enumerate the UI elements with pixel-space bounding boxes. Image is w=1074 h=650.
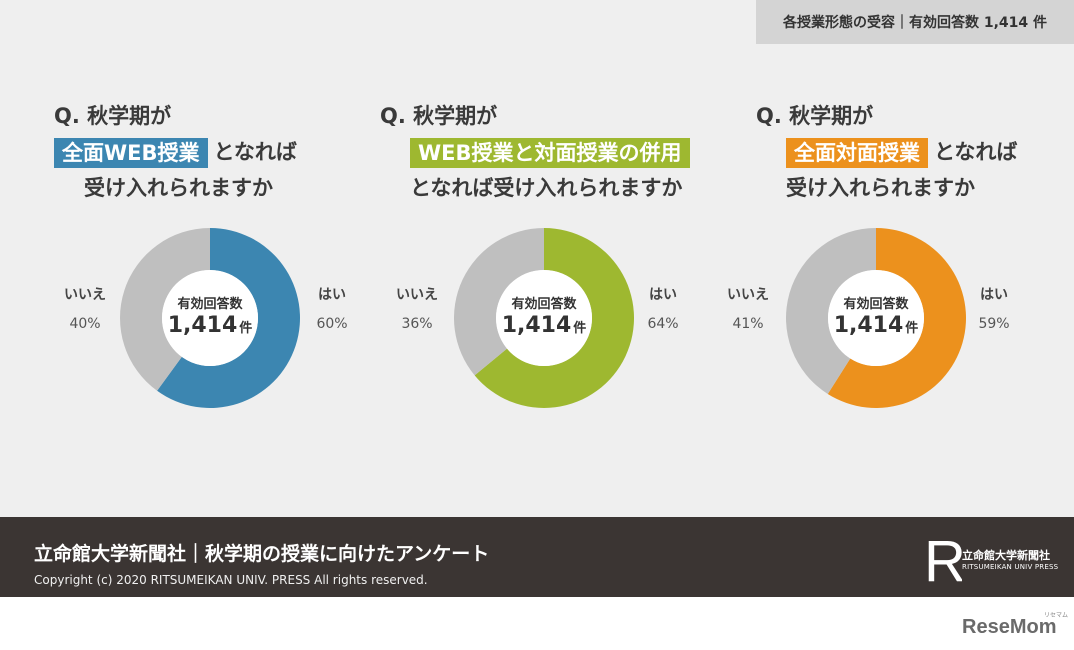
press-logo: R 立命館大学新聞社 RITSUMEIKAN UNIV PRESS (922, 529, 1058, 594)
slice-no (786, 228, 876, 394)
center-label: 有効回答数 (511, 296, 577, 312)
r-logo-icon: R (924, 529, 966, 594)
slice-yes (827, 228, 966, 408)
question-prefix: Q. 秋学期が (54, 104, 172, 128)
slice-no (120, 228, 210, 391)
logo-name: 立命館大学新聞社 (962, 549, 1050, 562)
yes-label: はい (318, 287, 346, 303)
donut-svg (454, 228, 634, 408)
slice-yes (474, 228, 634, 408)
donut-center: 有効回答数 1,414 件 (454, 228, 634, 408)
center-value: 1,414 (167, 312, 238, 338)
donut-hole (496, 270, 592, 366)
center-unit: 件 (905, 320, 919, 336)
yes-label: はい (980, 287, 1008, 303)
donut-svg (786, 228, 966, 408)
footer-title: 立命館大学新聞社｜秋学期の授業に向けたアンケート (34, 543, 490, 565)
question-line-3: 受け入れられますか (84, 176, 273, 200)
donut-hole (828, 270, 924, 366)
donut-chart-3: 有効回答数 1,414 件 (786, 228, 966, 408)
no-label: いいえ (396, 287, 438, 303)
question-prefix: Q. 秋学期が (756, 104, 874, 128)
question-suffix: となれば (213, 140, 297, 164)
center-value: 1,414 (833, 312, 904, 338)
survey-panel: 各授業形態の受容｜有効回答数 1,414 件 Q. 秋学期が 全面WEB授業 とな… (0, 0, 1074, 517)
center-unit: 件 (239, 320, 253, 336)
question-highlight: 全面対面授業 (786, 138, 928, 168)
resemom-ruby: リセマム (1044, 612, 1069, 619)
question-line-2: 全面WEB授業 となれば (54, 134, 384, 170)
question-line-3: となれば受け入れられますか (410, 176, 683, 200)
donut-hole (162, 270, 258, 366)
center-label: 有効回答数 (843, 296, 909, 312)
header-badge: 各授業形態の受容｜有効回答数 1,414 件 (756, 0, 1074, 44)
yes-percent: 60% (316, 316, 348, 332)
question-line-3: 受け入れられますか (786, 176, 975, 200)
no-percent: 41% (732, 316, 764, 332)
donut-chart-2: 有効回答数 1,414 件 (454, 228, 634, 408)
copyright: Copyright (c) 2020 RITSUMEIKAN UNIV. PRE… (34, 573, 428, 587)
footer: 立命館大学新聞社｜秋学期の授業に向けたアンケート Copyright (c) 2… (0, 517, 1074, 597)
no-percent: 40% (69, 316, 101, 332)
donut-chart-1: 有効回答数 1,414 件 (120, 228, 300, 408)
center-unit: 件 (573, 320, 587, 336)
logo-sub: RITSUMEIKAN UNIV PRESS (962, 563, 1059, 571)
question-1: Q. 秋学期が 全面WEB授業 となれば 受け入れられますか (54, 98, 384, 206)
donut-center: 有効回答数 1,414 件 (786, 228, 966, 408)
yes-label: はい (649, 287, 677, 303)
question-3: Q. 秋学期が 全面対面授業 となれば 受け入れられますか (756, 98, 1074, 206)
no-percent: 36% (401, 316, 433, 332)
yes-percent: 59% (978, 316, 1010, 332)
donut-center: 有効回答数 1,414 件 (120, 228, 300, 408)
question-prefix: Q. 秋学期が (380, 104, 498, 128)
question-line-2: WEB授業と対面授業の併用 (380, 134, 740, 170)
question-highlight: WEB授業と対面授業の併用 (410, 138, 690, 168)
yes-percent: 64% (647, 316, 679, 332)
center-value: 1,414 (501, 312, 572, 338)
donut-svg (120, 228, 300, 408)
question-line-2: 全面対面授業 となれば (756, 134, 1074, 170)
question-suffix: となれば (934, 140, 1018, 164)
question-2: Q. 秋学期が WEB授業と対面授業の併用 となれば受け入れられますか (380, 98, 740, 206)
resemom-watermark: ReseMom (962, 616, 1057, 638)
slice-no (454, 228, 544, 376)
no-label: いいえ (64, 287, 106, 303)
center-label: 有効回答数 (177, 296, 243, 312)
r-logo-letter: R (924, 529, 962, 589)
no-label: いいえ (727, 287, 769, 303)
question-highlight: 全面WEB授業 (54, 138, 208, 168)
slice-yes (157, 228, 300, 408)
